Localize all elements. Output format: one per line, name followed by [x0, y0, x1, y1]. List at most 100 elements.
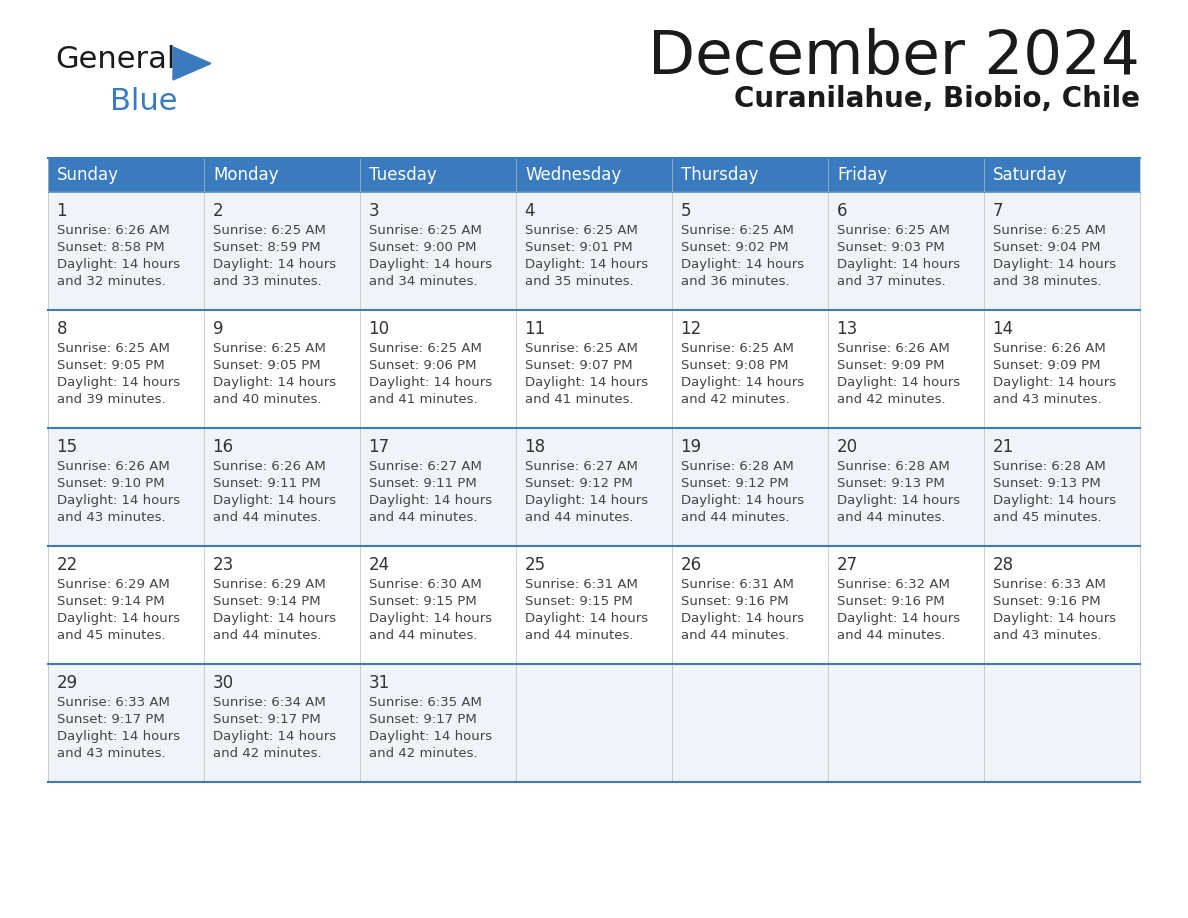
Text: Daylight: 14 hours: Daylight: 14 hours — [213, 612, 336, 625]
Text: and 45 minutes.: and 45 minutes. — [57, 629, 165, 642]
Text: 17: 17 — [368, 438, 390, 456]
Text: Sunset: 9:11 PM: Sunset: 9:11 PM — [368, 477, 476, 490]
Text: and 43 minutes.: and 43 minutes. — [57, 511, 165, 524]
Text: and 44 minutes.: and 44 minutes. — [368, 629, 478, 642]
Text: 5: 5 — [681, 202, 691, 220]
Text: 3: 3 — [368, 202, 379, 220]
Text: Sunrise: 6:29 AM: Sunrise: 6:29 AM — [213, 578, 326, 591]
Bar — [516, 192, 672, 310]
Text: Sunset: 9:09 PM: Sunset: 9:09 PM — [993, 359, 1100, 372]
Text: Sunset: 9:14 PM: Sunset: 9:14 PM — [57, 595, 164, 608]
Text: and 44 minutes.: and 44 minutes. — [681, 629, 789, 642]
Text: Sunrise: 6:32 AM: Sunrise: 6:32 AM — [836, 578, 949, 591]
Text: Daylight: 14 hours: Daylight: 14 hours — [57, 258, 179, 271]
Bar — [48, 546, 204, 664]
Bar — [204, 158, 360, 192]
Text: Sunrise: 6:30 AM: Sunrise: 6:30 AM — [368, 578, 481, 591]
Text: Sunset: 9:13 PM: Sunset: 9:13 PM — [836, 477, 944, 490]
Text: Sunset: 9:11 PM: Sunset: 9:11 PM — [213, 477, 321, 490]
Text: Sunrise: 6:25 AM: Sunrise: 6:25 AM — [525, 224, 638, 237]
Bar — [48, 428, 204, 546]
Text: Sunset: 9:01 PM: Sunset: 9:01 PM — [525, 241, 632, 254]
Text: Daylight: 14 hours: Daylight: 14 hours — [836, 258, 960, 271]
Text: 1: 1 — [57, 202, 68, 220]
Text: Sunrise: 6:26 AM: Sunrise: 6:26 AM — [57, 460, 170, 473]
Text: Sunset: 9:07 PM: Sunset: 9:07 PM — [525, 359, 632, 372]
Text: and 44 minutes.: and 44 minutes. — [681, 511, 789, 524]
Bar — [828, 310, 984, 428]
Text: Daylight: 14 hours: Daylight: 14 hours — [525, 258, 647, 271]
Text: Sunset: 9:05 PM: Sunset: 9:05 PM — [213, 359, 321, 372]
Text: Sunrise: 6:26 AM: Sunrise: 6:26 AM — [57, 224, 170, 237]
Text: Daylight: 14 hours: Daylight: 14 hours — [525, 612, 647, 625]
Text: and 36 minutes.: and 36 minutes. — [681, 275, 789, 288]
Bar — [984, 192, 1140, 310]
Text: Sunset: 9:05 PM: Sunset: 9:05 PM — [57, 359, 164, 372]
Text: Daylight: 14 hours: Daylight: 14 hours — [525, 376, 647, 389]
Bar — [360, 428, 516, 546]
Bar — [204, 546, 360, 664]
Text: 20: 20 — [836, 438, 858, 456]
Text: and 39 minutes.: and 39 minutes. — [57, 393, 165, 406]
Bar — [48, 192, 204, 310]
Bar — [984, 158, 1140, 192]
Text: Sunset: 9:02 PM: Sunset: 9:02 PM — [681, 241, 788, 254]
Bar — [672, 158, 828, 192]
Bar — [204, 192, 360, 310]
Bar — [516, 428, 672, 546]
Text: Sunrise: 6:27 AM: Sunrise: 6:27 AM — [368, 460, 481, 473]
Text: 16: 16 — [213, 438, 234, 456]
Text: Daylight: 14 hours: Daylight: 14 hours — [993, 494, 1116, 507]
Bar — [828, 158, 984, 192]
Text: 24: 24 — [368, 556, 390, 574]
Text: Sunrise: 6:25 AM: Sunrise: 6:25 AM — [213, 224, 326, 237]
Text: Daylight: 14 hours: Daylight: 14 hours — [213, 494, 336, 507]
Text: 21: 21 — [993, 438, 1013, 456]
Bar — [984, 428, 1140, 546]
Text: Sunrise: 6:33 AM: Sunrise: 6:33 AM — [993, 578, 1106, 591]
Text: 7: 7 — [993, 202, 1003, 220]
Text: Daylight: 14 hours: Daylight: 14 hours — [836, 612, 960, 625]
Text: Sunset: 9:13 PM: Sunset: 9:13 PM — [993, 477, 1100, 490]
Text: Sunrise: 6:25 AM: Sunrise: 6:25 AM — [525, 342, 638, 355]
Text: and 44 minutes.: and 44 minutes. — [836, 629, 946, 642]
Text: Daylight: 14 hours: Daylight: 14 hours — [681, 258, 804, 271]
Text: Sunset: 8:59 PM: Sunset: 8:59 PM — [213, 241, 321, 254]
Text: Wednesday: Wednesday — [525, 166, 621, 184]
Text: Daylight: 14 hours: Daylight: 14 hours — [57, 612, 179, 625]
Bar — [516, 546, 672, 664]
Text: Friday: Friday — [838, 166, 887, 184]
Text: Daylight: 14 hours: Daylight: 14 hours — [993, 612, 1116, 625]
Text: Sunrise: 6:31 AM: Sunrise: 6:31 AM — [525, 578, 638, 591]
Text: and 44 minutes.: and 44 minutes. — [368, 511, 478, 524]
Text: Sunset: 9:16 PM: Sunset: 9:16 PM — [993, 595, 1100, 608]
Text: Sunrise: 6:28 AM: Sunrise: 6:28 AM — [836, 460, 949, 473]
Text: Sunday: Sunday — [57, 166, 119, 184]
Bar — [828, 546, 984, 664]
Text: and 35 minutes.: and 35 minutes. — [525, 275, 633, 288]
Bar — [204, 664, 360, 782]
Text: Sunrise: 6:33 AM: Sunrise: 6:33 AM — [57, 696, 170, 709]
Text: and 32 minutes.: and 32 minutes. — [57, 275, 165, 288]
Text: Thursday: Thursday — [682, 166, 759, 184]
Text: Sunset: 9:17 PM: Sunset: 9:17 PM — [368, 713, 476, 726]
Text: Saturday: Saturday — [993, 166, 1068, 184]
Text: 14: 14 — [993, 320, 1013, 338]
Text: Daylight: 14 hours: Daylight: 14 hours — [57, 730, 179, 743]
Bar — [984, 664, 1140, 782]
Text: Sunset: 9:15 PM: Sunset: 9:15 PM — [525, 595, 632, 608]
Bar — [360, 546, 516, 664]
Text: Curanilahue, Biobio, Chile: Curanilahue, Biobio, Chile — [734, 85, 1140, 113]
Bar — [828, 428, 984, 546]
Text: Sunset: 8:58 PM: Sunset: 8:58 PM — [57, 241, 164, 254]
Text: and 43 minutes.: and 43 minutes. — [993, 629, 1101, 642]
Text: 29: 29 — [57, 674, 77, 692]
Text: 8: 8 — [57, 320, 67, 338]
Bar — [360, 158, 516, 192]
Text: Sunset: 9:12 PM: Sunset: 9:12 PM — [681, 477, 789, 490]
Bar — [360, 664, 516, 782]
Bar — [516, 664, 672, 782]
Polygon shape — [173, 47, 211, 80]
Text: and 41 minutes.: and 41 minutes. — [368, 393, 478, 406]
Text: Daylight: 14 hours: Daylight: 14 hours — [368, 612, 492, 625]
